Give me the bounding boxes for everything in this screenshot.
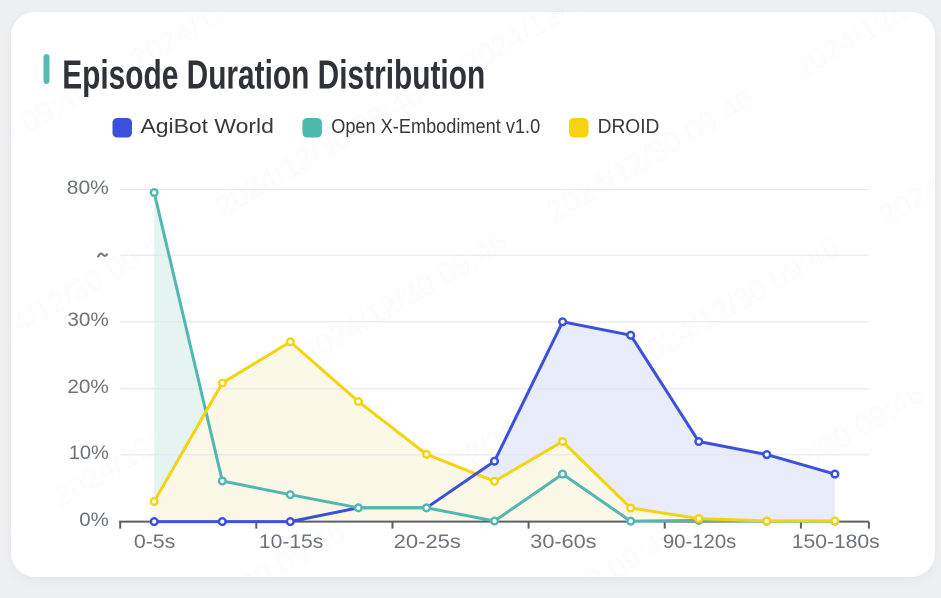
svg-text:30-60s: 30-60s <box>530 531 596 553</box>
svg-text:DROID: DROID <box>598 115 660 138</box>
svg-text:AgiBot World: AgiBot World <box>141 115 274 138</box>
svg-text:30%: 30% <box>67 309 108 331</box>
svg-text:0%: 0% <box>79 509 109 531</box>
svg-text:80%: 80% <box>67 177 109 199</box>
svg-text:Open X-Embodiment v1.0: Open X-Embodiment v1.0 <box>331 115 540 138</box>
svg-text:150-180s: 150-180s <box>792 531 880 553</box>
svg-text:20-25s: 20-25s <box>394 531 461 553</box>
svg-text:Episode Duration Distribution: Episode Duration Distribution <box>62 52 485 98</box>
svg-text:10-15s: 10-15s <box>259 531 323 553</box>
svg-text:20%: 20% <box>67 376 108 398</box>
svg-text:90-120s: 90-120s <box>663 531 737 553</box>
svg-text:10%: 10% <box>69 442 109 464</box>
svg-text:0-5s: 0-5s <box>134 531 176 553</box>
